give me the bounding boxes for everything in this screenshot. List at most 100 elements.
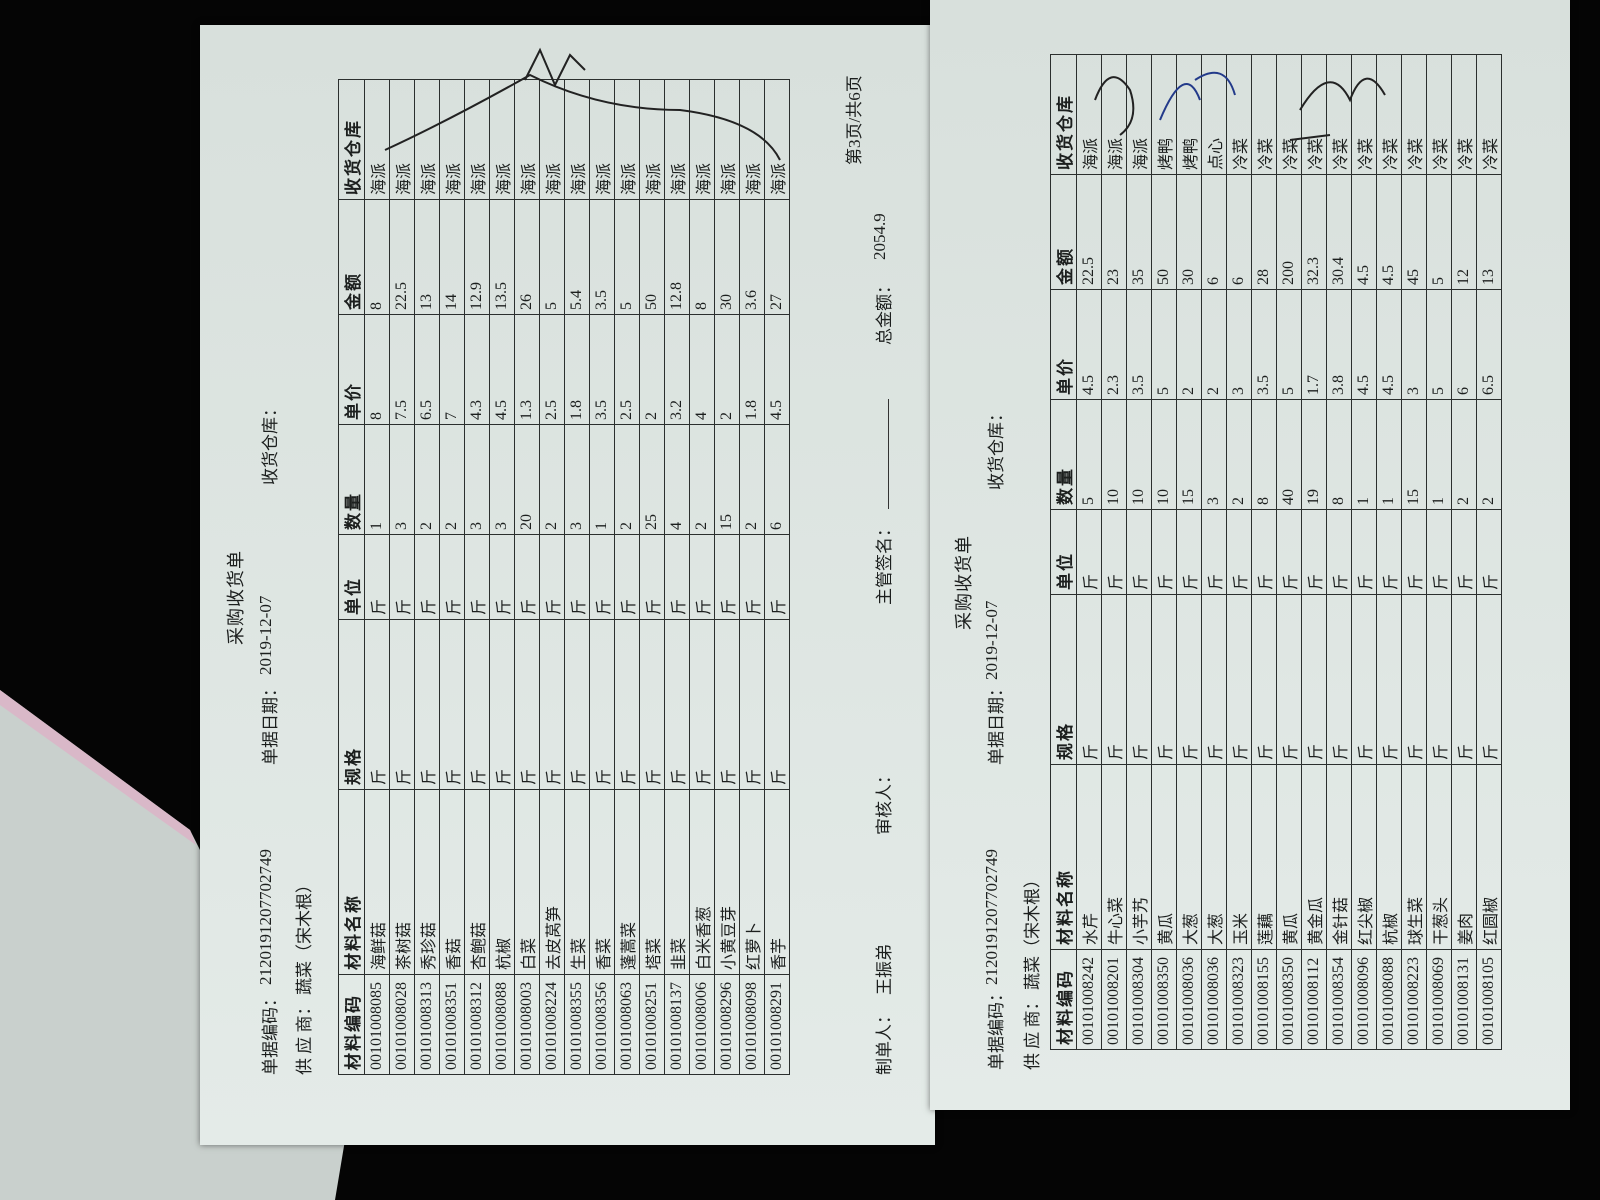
table-cell: 5 [1151, 289, 1177, 400]
field-label: 主管签名： [875, 520, 894, 605]
table-cell: 25 [639, 424, 665, 535]
table-cell: 12.9 [464, 199, 490, 315]
table-cell: 大葱 [1201, 764, 1227, 950]
table-cell: 8 [364, 314, 390, 425]
table-cell: 斤 [1451, 509, 1477, 595]
table-cell: 2.5 [614, 314, 640, 425]
table-row: 00101008096 红尖椒斤斤 1 4.5 4.5 冷菜 [1351, 54, 1377, 1050]
table-cell: 斤 [639, 534, 665, 620]
table-row: 00101008313 秀珍菇斤斤 2 6.5 13 海派 [414, 79, 440, 1075]
table-cell: 斤 [489, 534, 515, 620]
table-cell: 海派 [1076, 54, 1102, 175]
table-cell: 00101008242 [1076, 949, 1102, 1050]
table-cell: 塔菜 [639, 789, 665, 975]
table-cell: 斤 [514, 534, 540, 620]
table-cell: 杏鲍菇 [464, 789, 490, 975]
table-cell: 干葱头 [1426, 764, 1452, 950]
table-row: 00101008251 塔菜斤斤 25 2 50 海派 [639, 79, 665, 1075]
table-cell: 1.8 [564, 314, 590, 425]
table-cell: 2 [1201, 289, 1227, 400]
table-cell: 8 [364, 199, 390, 315]
table-cell: 4.5 [489, 314, 515, 425]
table-cell: 3.5 [1251, 289, 1277, 400]
field-value: 蔬菜（宋木根） [295, 876, 314, 995]
table-cell: 7 [439, 314, 465, 425]
table-cell: 00101008085 [364, 974, 390, 1075]
table-cell: 斤 [489, 619, 515, 790]
table-cell: 斤 [764, 534, 790, 620]
table-cell: 00101008313 [414, 974, 440, 1075]
field-value: 2019-12-07 [982, 600, 1001, 680]
table-cell: 00101008201 [1101, 949, 1127, 1050]
table-cell: 4.5 [1076, 289, 1102, 400]
table-cell: 1 [1351, 399, 1377, 510]
field-label: 制单人： [875, 1007, 894, 1075]
table-cell: 00101008131 [1451, 949, 1477, 1050]
table-cell: 3.2 [664, 314, 690, 425]
column-header: 金额 [338, 199, 365, 315]
table-cell: 海派 [589, 79, 615, 200]
table-cell: 00101008355 [564, 974, 590, 1075]
table-cell: 斤 [714, 619, 740, 790]
table-cell: 6 [1201, 174, 1227, 290]
column-header: 收货仓库 [338, 79, 365, 200]
table-row: 00101008291 香芋斤斤 6 4.5 27 海派 [764, 79, 790, 1075]
table-cell: 50 [1151, 174, 1177, 290]
table-cell: 斤 [1176, 594, 1202, 765]
title: 采购收货单 [954, 535, 974, 630]
field-label: 单据日期： [261, 680, 280, 765]
table-row: 00101008304 小芋艿斤斤 10 3.5 35 海派 [1126, 54, 1152, 1050]
table-row: 00101008036 大葱斤斤 15 2 30 烤鸭 [1176, 54, 1202, 1050]
table-cell: 斤 [664, 534, 690, 620]
table-cell: 8 [1251, 399, 1277, 510]
table-cell: 斤 [1301, 594, 1327, 765]
table-row: 00101008350 黄瓜斤斤 40 5 200 冷菜 [1276, 54, 1302, 1050]
table-cell: 斤 [1276, 594, 1302, 765]
table-cell: 00101008036 [1201, 949, 1227, 1050]
table-cell: 4.5 [1351, 289, 1377, 400]
table-cell: 海派 [414, 79, 440, 200]
table-cell: 斤 [1451, 594, 1477, 765]
field-label: 单据编码： [987, 985, 1006, 1070]
table-cell: 斤 [1351, 594, 1377, 765]
table-cell: 斤 [1251, 594, 1277, 765]
table-row: 00101008354 金针菇斤斤 8 3.8 30.4 冷菜 [1326, 54, 1352, 1050]
table-cell: 00101008291 [764, 974, 790, 1075]
table-cell: 30.4 [1326, 174, 1352, 290]
table-cell: 00101008069 [1426, 949, 1452, 1050]
table-cell: 2 [689, 424, 715, 535]
table-cell: 斤 [389, 534, 415, 620]
table-cell: 00101008088 [1376, 949, 1402, 1050]
table-cell: 金针菇 [1326, 764, 1352, 950]
table-cell: 15 [714, 424, 740, 535]
table-row: 00101008105 红圆椒斤斤 2 6.5 13 冷菜 [1476, 54, 1502, 1050]
table-cell: 00101008063 [614, 974, 640, 1075]
goods-table: 材料编码 材料名称 规格 单位 数量 单价 金额 收货仓库 00101008242 水芹斤斤 5 4.… [1050, 54, 1502, 1050]
table-cell: 19 [1301, 399, 1327, 510]
page-number: 第3页/共6页 [845, 75, 864, 165]
table-cell: 海派 [1101, 54, 1127, 175]
table-cell: 22.5 [389, 199, 415, 315]
table-cell: 2 [614, 424, 640, 535]
column-header: 金额 [1050, 174, 1077, 290]
table-cell: 2 [1451, 399, 1477, 510]
table-cell: 8 [689, 199, 715, 315]
table-cell: 白菜 [514, 789, 540, 975]
table-cell: 00101008105 [1476, 949, 1502, 1050]
table-cell: 40 [1276, 399, 1302, 510]
table-cell: 海派 [364, 79, 390, 200]
table-cell: 斤 [1426, 594, 1452, 765]
table-cell: 3.6 [739, 199, 765, 315]
table-cell: 斤 [514, 619, 540, 790]
table-cell: 冷菜 [1301, 54, 1327, 175]
table-cell: 斤 [564, 619, 590, 790]
table-cell: 5.4 [564, 199, 590, 315]
table-cell: 4.5 [1376, 289, 1402, 400]
table-cell: 6 [1451, 289, 1477, 400]
table-cell: 冷菜 [1351, 54, 1377, 175]
table-cell: 冷菜 [1226, 54, 1252, 175]
table-cell: 4.5 [1376, 174, 1402, 290]
table-cell: 15 [1401, 399, 1427, 510]
table-cell: 海派 [764, 79, 790, 200]
table-cell: 红萝卜 [739, 789, 765, 975]
